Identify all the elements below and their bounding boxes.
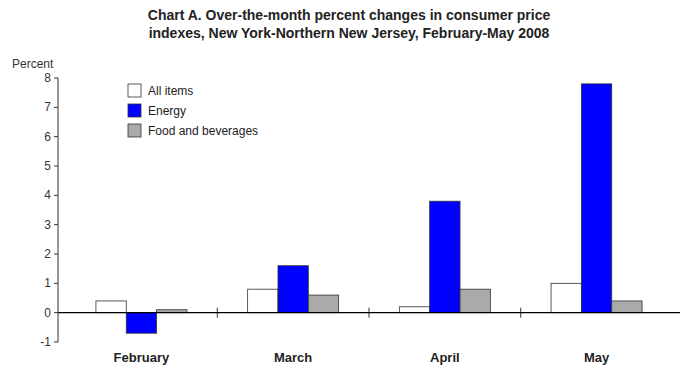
- y-tick: [54, 342, 58, 343]
- legend-swatch: [128, 124, 141, 137]
- y-tick: [54, 312, 58, 313]
- bar: [308, 295, 338, 313]
- group-separator: [217, 308, 218, 318]
- y-tick: [54, 224, 58, 225]
- y-tick-label: 1: [44, 276, 51, 290]
- title-line: Chart A. Over-the-month percent changes …: [148, 7, 551, 23]
- legend-label: All items: [148, 84, 193, 98]
- y-tick: [54, 78, 58, 79]
- y-tick-label: 3: [44, 218, 51, 232]
- bar: [430, 201, 460, 312]
- bar: [399, 307, 429, 313]
- bar: [96, 301, 126, 313]
- title: Chart A. Over-the-month percent changes …: [148, 7, 551, 41]
- bar: [460, 289, 490, 312]
- bar: [126, 313, 156, 334]
- y-tick: [54, 195, 58, 196]
- title-line: indexes, New York-Northern New Jersey, F…: [149, 25, 550, 41]
- y-tick: [54, 107, 58, 108]
- y-tick: [54, 254, 58, 255]
- x-tick-label: April: [430, 350, 460, 365]
- x-tick-label: May: [584, 350, 610, 365]
- y-tick-label: 7: [44, 100, 51, 114]
- bar: [581, 84, 611, 313]
- y-axis-label: Percent: [12, 57, 54, 71]
- y-axis-line: [58, 78, 59, 342]
- y-tick-label: 2: [44, 247, 51, 261]
- bar: [248, 289, 278, 312]
- y-tick-label: 4: [44, 188, 51, 202]
- y-tick-label: 0: [44, 306, 51, 320]
- legend-swatch: [128, 104, 141, 117]
- y-tick: [54, 136, 58, 137]
- bar: [551, 283, 581, 312]
- y-tick-label: 5: [44, 159, 51, 173]
- group-separator: [520, 308, 521, 318]
- group-separator: [369, 308, 370, 318]
- legend-label: Energy: [148, 104, 186, 118]
- y-tick-label: 8: [44, 71, 51, 85]
- y-tick-label: -1: [40, 335, 51, 349]
- x-tick-label: February: [114, 350, 170, 365]
- legend-swatch: [128, 84, 141, 97]
- y-tick: [54, 283, 58, 284]
- y-tick: [54, 166, 58, 167]
- legend-label: Food and beverages: [148, 124, 258, 138]
- bars: [96, 84, 642, 333]
- chart: Chart A. Over-the-month percent changes …: [0, 0, 698, 376]
- x-tick-label: March: [274, 350, 312, 365]
- bar: [612, 301, 642, 313]
- y-tick-label: 6: [44, 130, 51, 144]
- legend: All items Energy Food and beverages: [128, 84, 258, 138]
- bar: [278, 266, 308, 313]
